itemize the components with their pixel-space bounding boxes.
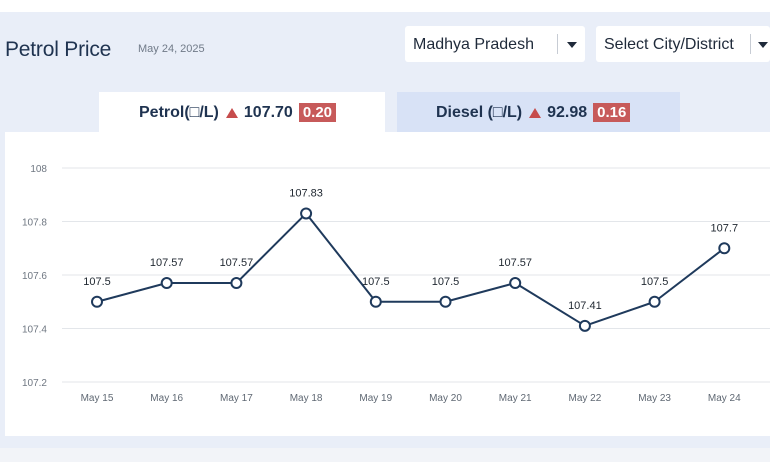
city-select[interactable]: Select City/District: [596, 26, 770, 62]
chevron-down-icon[interactable]: [758, 42, 768, 48]
data-point: [578, 319, 591, 332]
data-label: 107.83: [289, 187, 323, 199]
price-line-chart: 108 107.8 107.6 107.4 107.2 May 15 May 16 May 1…: [22, 164, 770, 404]
data-point: [648, 295, 661, 308]
tab-petrol[interactable]: Petrol(□/L) 107.70 0.20: [99, 92, 385, 132]
page-title: Petrol Price: [5, 38, 112, 61]
data-point: [91, 295, 103, 308]
tab-petrol-label: Petrol(□/L): [139, 103, 219, 121]
y-tick-label: 107.4: [22, 325, 47, 336]
data-point: [160, 277, 173, 290]
x-tick-label: May 23: [638, 393, 671, 404]
y-tick-label: 107.2: [22, 378, 47, 389]
state-select-value: Madhya Pradesh: [413, 36, 534, 53]
state-select-divider: [557, 34, 558, 54]
y-tick-label: 107.6: [22, 271, 47, 282]
x-tick-label: May 15: [81, 393, 114, 404]
data-label: 107.5: [83, 276, 111, 288]
data-label: 107.57: [498, 257, 532, 269]
state-select[interactable]: Madhya Pradesh: [405, 26, 585, 62]
data-point: [230, 277, 243, 290]
price-chart-card: 108 107.8 107.6 107.4 107.2 May 15 May 16 May 1…: [5, 132, 770, 436]
data-label: 107.57: [150, 257, 184, 269]
data-label: 107.5: [432, 276, 460, 288]
x-tick-label: May 18: [290, 393, 323, 404]
x-tick-label: May 21: [499, 393, 532, 404]
data-label: 107.5: [362, 276, 390, 288]
bottom-strip: [0, 448, 770, 462]
data-point: [300, 207, 313, 220]
x-tick-label: May 16: [150, 393, 183, 404]
y-tick-label: 107.8: [22, 218, 47, 229]
tab-diesel-price: 92.98: [547, 103, 588, 121]
x-tick-label: May 19: [359, 393, 392, 404]
x-tick-label: May 17: [220, 393, 253, 404]
data-point: [509, 277, 522, 290]
data-label: 107.57: [220, 257, 254, 269]
series-line: [96, 212, 725, 327]
data-label: 107.41: [568, 300, 602, 312]
y-tick-label: 108: [30, 164, 47, 175]
price-up-icon: [225, 107, 238, 118]
data-point: [369, 295, 382, 308]
city-select-value: Select City/District: [604, 36, 734, 53]
city-select-divider: [750, 34, 751, 54]
tab-petrol-change-badge: 0.20: [298, 103, 337, 122]
page-date: May 24, 2025: [138, 43, 205, 55]
x-tick-label: May 24: [708, 393, 741, 404]
price-up-icon: [529, 107, 542, 118]
chevron-down-icon[interactable]: [567, 42, 577, 48]
data-label: 107.5: [641, 276, 669, 288]
tab-diesel[interactable]: Diesel (□/L) 92.98 0.16: [397, 92, 680, 132]
tab-diesel-label: Diesel (□/L): [436, 103, 523, 121]
tab-petrol-price: 107.70: [243, 103, 293, 121]
x-tick-label: May 20: [429, 393, 462, 404]
data-point: [439, 295, 452, 308]
tab-diesel-change-badge: 0.16: [593, 103, 631, 122]
x-tick-label: May 22: [569, 393, 602, 404]
data-point: [718, 242, 731, 255]
top-edge: [0, 0, 770, 12]
data-label: 107.7: [711, 222, 739, 234]
